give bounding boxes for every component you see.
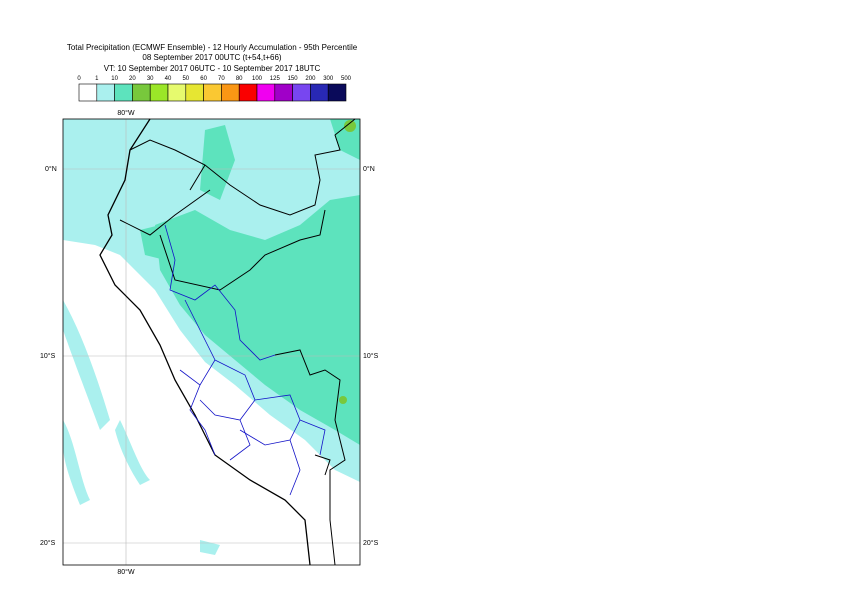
lat-label: 0°N: [45, 165, 57, 173]
map: 0°N 0°N 10°S 10°S 20°S 20°S 80°W 80°W: [40, 109, 379, 576]
colorbar-label: 100: [252, 76, 263, 82]
colorbar-swatch: [203, 83, 222, 102]
map-frame: [62, 118, 361, 566]
colorbar-label: 10: [111, 76, 118, 82]
colorbar-swatch: [221, 83, 240, 102]
colorbar-label: 40: [165, 76, 172, 82]
colorbar-label: 50: [182, 76, 189, 82]
colorbar-label: 1: [95, 76, 99, 82]
graticule: [63, 119, 360, 565]
colorbar-label: 0: [77, 76, 81, 82]
colorbar-label: 20: [129, 76, 136, 82]
colorbar-swatch: [167, 83, 187, 102]
colorbar-label: 200: [305, 76, 316, 82]
lat-label: 10°S: [40, 352, 56, 360]
colorbar-swatch: [310, 83, 329, 102]
colorbar-swatch: [132, 83, 151, 102]
border: [119, 118, 356, 566]
lat-label: 20°S: [363, 539, 379, 547]
colorbar-swatch: [256, 83, 276, 102]
colorbar-swatch: [274, 83, 293, 102]
title: Total Precipitation (ECMWF Ensemble) - 1…: [67, 43, 358, 52]
precip-area: [339, 396, 347, 404]
colorbar-label: 150: [288, 76, 299, 82]
valid-time: VT: 10 September 2017 06UTC - 10 Septemb…: [104, 64, 321, 73]
province-border: [164, 224, 326, 496]
colorbar-swatch: [185, 83, 204, 102]
colorbar-swatch: [114, 83, 133, 102]
colorbar-label: 60: [200, 76, 207, 82]
colorbar: 0 1 10 20 30 40 50 60 70 80 100 125 150 200 300 500: [77, 76, 352, 102]
colorbar-label: 30: [147, 76, 154, 82]
lon-label: 80°W: [117, 109, 135, 117]
colorbar-label: 125: [270, 76, 281, 82]
precip-area: [155, 195, 360, 445]
lon-label: 80°W: [117, 568, 135, 576]
precip-area: [344, 120, 356, 132]
lat-label: 20°S: [40, 539, 56, 547]
coastline: [99, 118, 311, 566]
colorbar-swatch: [149, 83, 169, 102]
run-time: 08 September 2017 00UTC (t+54,t+66): [142, 53, 282, 62]
colorbar-label: 80: [236, 76, 243, 82]
colorbar-label: 500: [341, 76, 352, 82]
colorbar-swatch: [238, 83, 258, 102]
lat-label: 0°N: [363, 165, 375, 173]
colorbar-swatch: [327, 83, 347, 102]
colorbar-label: 70: [218, 76, 225, 82]
colorbar-swatch: [292, 83, 311, 102]
lat-label: 10°S: [363, 352, 379, 360]
colorbar-swatch: [78, 83, 98, 102]
colorbar-label: 300: [323, 76, 334, 82]
colorbar-swatch: [96, 83, 115, 102]
